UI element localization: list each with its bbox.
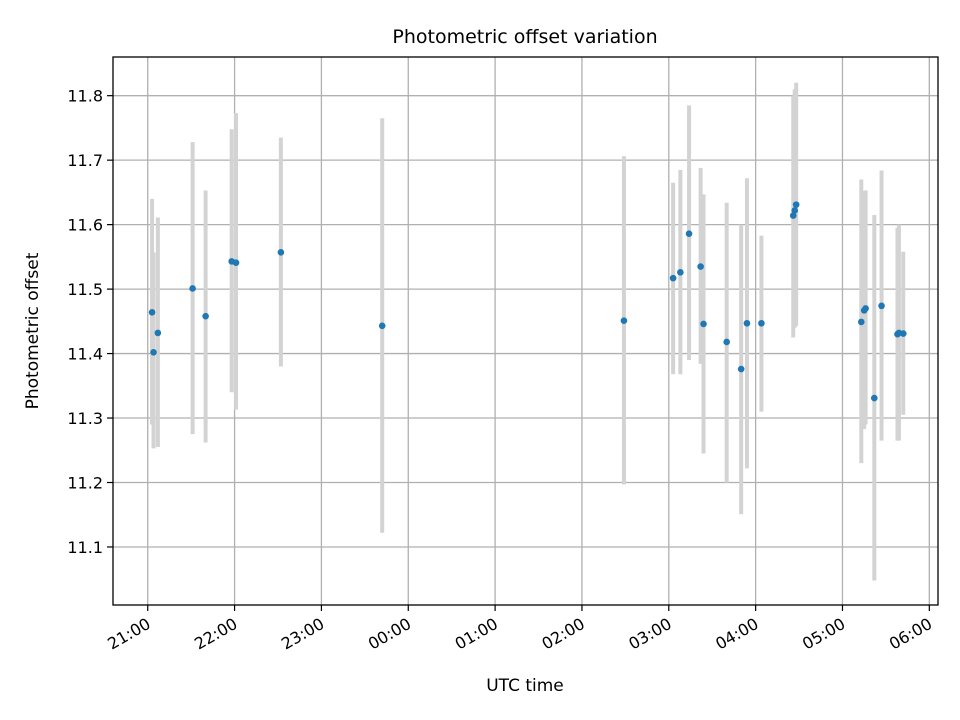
data-point	[154, 329, 162, 337]
data-point	[737, 365, 745, 373]
data-point	[677, 269, 684, 276]
grid	[113, 57, 938, 605]
data-point	[789, 212, 797, 219]
data-point	[857, 318, 865, 326]
data-point	[758, 319, 765, 327]
data-point	[232, 259, 240, 266]
data-point	[743, 319, 751, 327]
data-point	[148, 309, 156, 316]
y-tick-label: 11.2	[67, 474, 103, 493]
y-axis-ticks: 11.1 11.2 11.3 11.4 11.5 11.6 11.7 11.8	[67, 87, 113, 557]
data-point	[202, 312, 209, 320]
y-tick-label: 11.3	[67, 409, 103, 428]
chart-title: Photometric offset variation	[392, 26, 657, 48]
plot-frame	[112, 56, 939, 606]
data-point	[150, 348, 157, 356]
data-points	[148, 201, 907, 402]
y-tick-label: 11.1	[67, 538, 103, 557]
y-tick-label: 11.4	[67, 345, 103, 364]
y-axis-title: Photometric offset	[23, 252, 43, 409]
y-tick-label: 11.7	[67, 151, 103, 170]
data-point	[620, 317, 628, 324]
data-point	[871, 394, 878, 402]
data-point	[723, 338, 730, 346]
y-tick-label: 11.5	[67, 280, 103, 299]
data-point	[700, 320, 707, 328]
data-point	[685, 230, 693, 237]
data-point	[878, 302, 885, 310]
data-point	[791, 207, 799, 214]
data-point	[697, 263, 704, 270]
data-point	[792, 201, 800, 208]
data-point	[378, 322, 386, 330]
data-point	[669, 274, 677, 282]
x-axis-title: UTC time	[486, 676, 564, 696]
data-point	[277, 249, 285, 256]
data-point	[862, 305, 869, 312]
y-tick-label: 11.8	[67, 87, 103, 106]
y-tick-label: 11.6	[67, 216, 103, 235]
data-point	[189, 285, 196, 292]
data-point	[899, 330, 907, 337]
